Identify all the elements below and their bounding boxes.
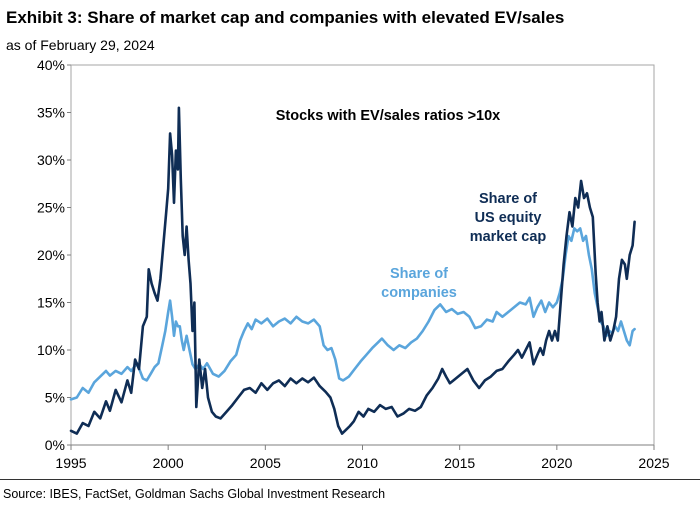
x-tick-label: 2025	[638, 455, 669, 471]
y-tick-label: 35%	[37, 105, 65, 121]
x-tick-label: 1995	[55, 455, 86, 471]
chart-inner-title: Stocks with EV/sales ratios >10x	[276, 108, 500, 124]
y-axis: 0% 5% 10% 15% 20% 25% 30% 35% 40%	[37, 57, 71, 453]
chart-subtitle: as of February 29, 2024	[6, 37, 155, 53]
series-labels: Share of US equity market cap Share of compa…	[381, 191, 546, 301]
y-tick-label: 20%	[37, 247, 65, 263]
x-tick-label: 2020	[541, 455, 572, 471]
x-axis: 1995 2000 2005 2010 2015 2020 2025	[55, 445, 670, 471]
y-tick-label: 15%	[37, 295, 65, 311]
footer-divider	[0, 479, 700, 480]
y-tick-label: 30%	[37, 152, 65, 168]
series-label-market-cap: market cap	[470, 229, 547, 245]
source-note: Source: IBES, FactSet, Goldman Sachs Glo…	[3, 487, 386, 501]
x-tick-label: 2005	[250, 455, 281, 471]
series-lines	[69, 106, 636, 435]
y-tick-label: 10%	[37, 342, 65, 358]
x-tick-label: 2015	[444, 455, 475, 471]
y-tick-label: 0%	[45, 437, 65, 453]
y-tick-label: 40%	[37, 57, 65, 73]
y-tick-label: 5%	[45, 390, 65, 406]
series-label-market-cap: US equity	[475, 210, 542, 226]
x-tick-label: 2000	[153, 455, 184, 471]
series-label-market-cap: Share of	[479, 191, 537, 207]
series-label-companies: companies	[381, 285, 457, 301]
x-tick-label: 2010	[347, 455, 378, 471]
line-chart: 0% 5% 10% 15% 20% 25% 30% 35% 40% 1995 2000 2005 20…	[37, 57, 670, 471]
series-line-companies	[69, 227, 636, 401]
series-line-market-cap	[69, 106, 636, 435]
chart-title: Exhibit 3: Share of market cap and compa…	[6, 8, 565, 27]
series-label-companies: Share of	[390, 266, 448, 282]
y-tick-label: 25%	[37, 200, 65, 216]
